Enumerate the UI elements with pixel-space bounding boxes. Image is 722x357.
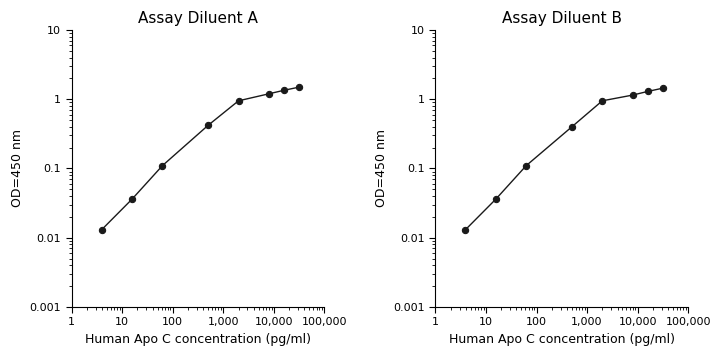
X-axis label: Human Apo C concentration (pg/ml): Human Apo C concentration (pg/ml) — [85, 333, 311, 346]
Title: Assay Diluent B: Assay Diluent B — [502, 11, 622, 26]
Y-axis label: OD=450 nm: OD=450 nm — [11, 130, 24, 207]
Title: Assay Diluent A: Assay Diluent A — [138, 11, 258, 26]
Y-axis label: OD=450 nm: OD=450 nm — [375, 130, 388, 207]
X-axis label: Human Apo C concentration (pg/ml): Human Apo C concentration (pg/ml) — [449, 333, 675, 346]
